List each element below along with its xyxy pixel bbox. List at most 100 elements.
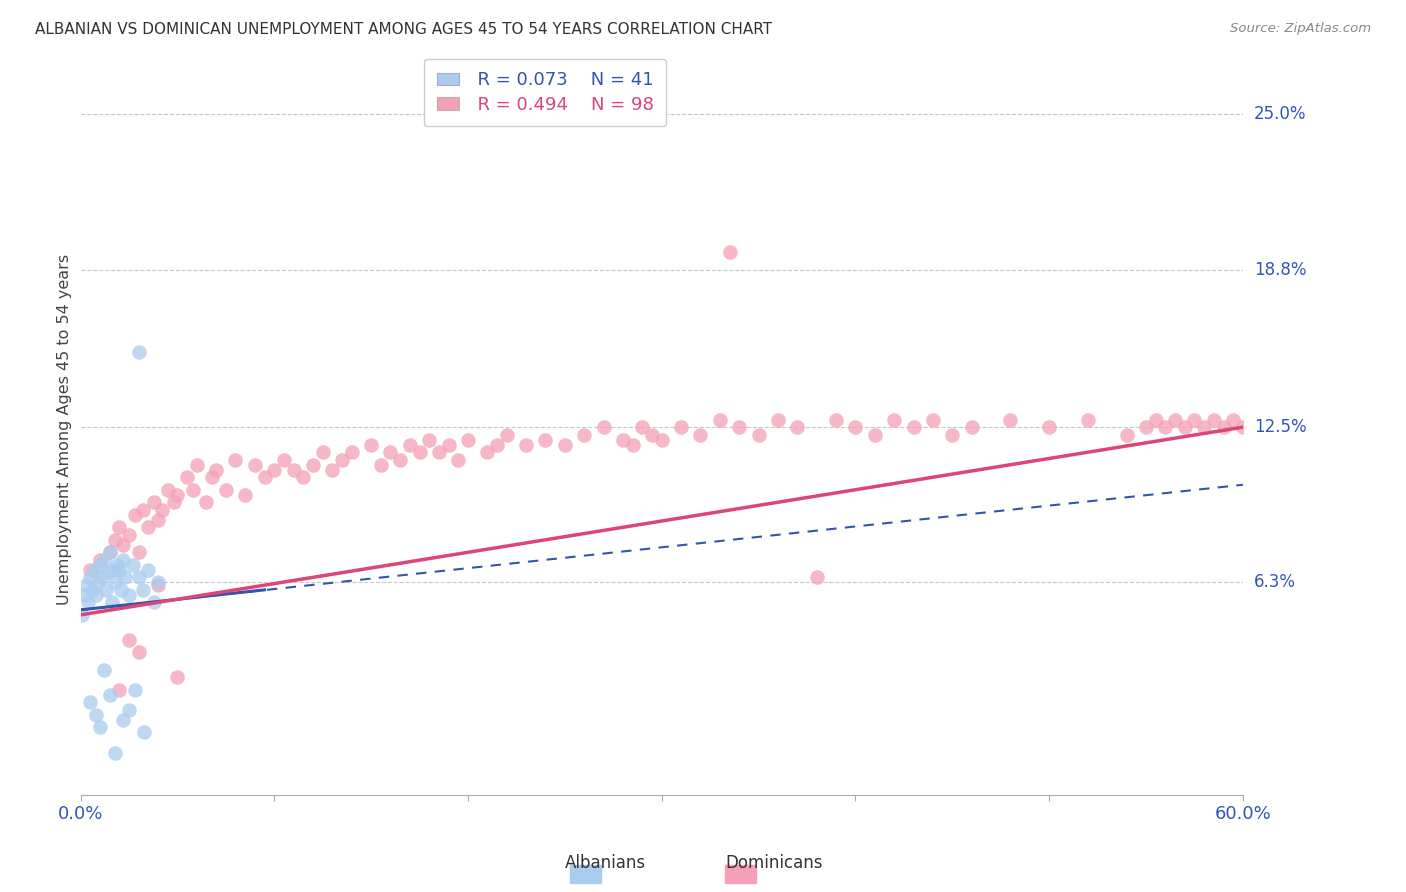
- Point: [128, 645, 150, 659]
- Point: [1164, 412, 1187, 426]
- Point: [534, 433, 557, 447]
- Point: [312, 445, 335, 459]
- Point: [283, 463, 305, 477]
- Point: [112, 713, 135, 727]
- Point: [83, 563, 105, 577]
- Point: [89, 553, 111, 567]
- Point: [124, 508, 146, 522]
- Point: [215, 483, 238, 497]
- Point: [1202, 412, 1225, 426]
- Point: [150, 502, 173, 516]
- Point: [79, 696, 101, 710]
- Point: [98, 688, 121, 702]
- Text: 6.3%: 6.3%: [1254, 574, 1296, 591]
- Point: [399, 438, 422, 452]
- Point: [79, 563, 101, 577]
- Point: [1077, 412, 1099, 426]
- Point: [110, 582, 132, 597]
- Point: [94, 582, 117, 597]
- Point: [263, 463, 285, 477]
- Point: [370, 458, 392, 472]
- Point: [186, 458, 208, 472]
- Point: [1174, 420, 1197, 434]
- Point: [104, 746, 127, 760]
- Point: [224, 452, 246, 467]
- Point: [360, 438, 382, 452]
- Point: [457, 433, 479, 447]
- Point: [1115, 427, 1137, 442]
- Point: [72, 607, 94, 622]
- Point: [87, 575, 110, 590]
- Point: [273, 452, 295, 467]
- Point: [89, 721, 111, 735]
- Point: [128, 570, 150, 584]
- Point: [98, 545, 121, 559]
- Point: [1135, 420, 1157, 434]
- Point: [128, 345, 150, 359]
- Point: [131, 502, 153, 516]
- Point: [515, 438, 537, 452]
- Point: [114, 570, 136, 584]
- Point: [108, 682, 131, 697]
- Point: [176, 470, 198, 484]
- Point: [84, 588, 107, 602]
- Point: [73, 588, 96, 602]
- Point: [330, 452, 353, 467]
- Point: [201, 470, 224, 484]
- Point: [321, 463, 343, 477]
- Point: [146, 575, 169, 590]
- Point: [786, 420, 808, 434]
- Point: [112, 538, 135, 552]
- Point: [105, 558, 128, 572]
- Legend:   R = 0.073    N = 41,   R = 0.494    N = 98: R = 0.073 N = 41, R = 0.494 N = 98: [425, 59, 666, 127]
- Point: [143, 595, 166, 609]
- Point: [427, 445, 450, 459]
- Point: [136, 520, 159, 534]
- Point: [118, 703, 141, 717]
- Point: [253, 470, 276, 484]
- Point: [131, 582, 153, 597]
- Point: [146, 578, 169, 592]
- Point: [709, 412, 731, 426]
- Point: [408, 445, 430, 459]
- Point: [718, 245, 741, 260]
- Point: [922, 412, 945, 426]
- Point: [93, 663, 115, 677]
- Point: [128, 545, 150, 559]
- Point: [340, 445, 363, 459]
- Point: [103, 563, 125, 577]
- Point: [104, 533, 127, 547]
- Point: [82, 582, 104, 597]
- Point: [651, 433, 673, 447]
- Text: ALBANIAN VS DOMINICAN UNEMPLOYMENT AMONG AGES 45 TO 54 YEARS CORRELATION CHART: ALBANIAN VS DOMINICAN UNEMPLOYMENT AMONG…: [35, 22, 772, 37]
- Text: Dominicans: Dominicans: [725, 855, 823, 872]
- Point: [941, 427, 963, 442]
- Point: [592, 420, 614, 434]
- Point: [195, 495, 218, 509]
- Text: 25.0%: 25.0%: [1254, 105, 1306, 123]
- Point: [143, 495, 166, 509]
- Point: [166, 670, 188, 684]
- Point: [108, 563, 131, 577]
- Point: [112, 553, 135, 567]
- Text: 18.8%: 18.8%: [1254, 260, 1306, 278]
- Point: [825, 412, 848, 426]
- Point: [1184, 412, 1206, 426]
- Point: [205, 463, 228, 477]
- Point: [100, 595, 122, 609]
- Point: [903, 420, 925, 434]
- Point: [136, 563, 159, 577]
- Point: [97, 566, 120, 580]
- Point: [121, 558, 143, 572]
- Point: [1232, 420, 1254, 434]
- Text: Source: ZipAtlas.com: Source: ZipAtlas.com: [1230, 22, 1371, 36]
- Point: [574, 427, 596, 442]
- Point: [1154, 420, 1177, 434]
- Point: [104, 575, 127, 590]
- Point: [1000, 412, 1022, 426]
- Point: [1192, 420, 1215, 434]
- Point: [447, 452, 470, 467]
- Point: [181, 483, 204, 497]
- Point: [118, 588, 141, 602]
- Point: [118, 528, 141, 542]
